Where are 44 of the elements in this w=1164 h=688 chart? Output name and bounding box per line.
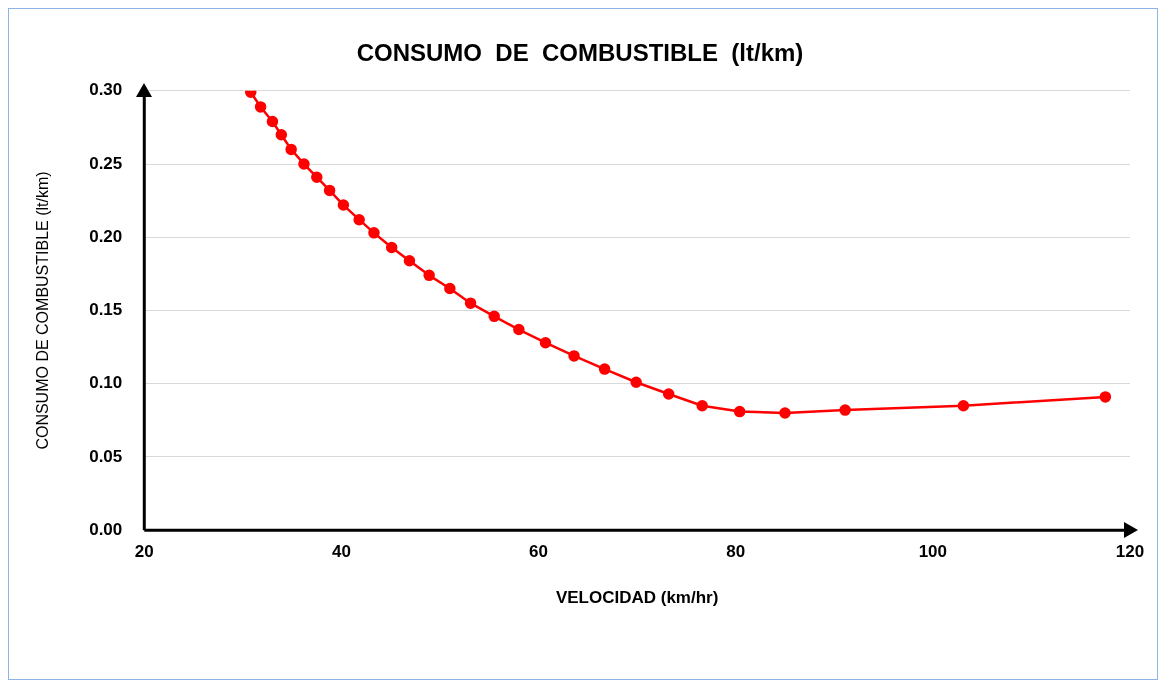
point [568,350,580,362]
x-tick-label: 20 [134,542,154,562]
point [423,269,435,282]
point [1099,391,1112,403]
point [733,405,746,418]
y-tick-label: 0.15 [89,300,123,320]
x-tick-label: 120 [1115,542,1145,562]
y-tick-label: 0.25 [89,153,123,173]
point [385,241,398,254]
y-tick-label: 0.10 [89,373,123,393]
point [275,128,288,141]
chart-title: CONSUMO DE COMBUSTIBLE (lt/km) [356,39,804,67]
point [323,184,336,197]
y-axis-title: CONSUMO DE COMBUSTIBLE (lt/km) [34,171,52,450]
point [839,404,851,416]
y-tick-label: 0.20 [89,226,123,246]
point [662,388,675,400]
y-tick-label: 0.00 [89,519,123,539]
point [254,101,267,113]
x-tick-label: 80 [726,542,746,562]
point [539,336,552,349]
point [337,199,350,211]
point [285,143,297,156]
point [353,213,365,226]
point [630,376,642,389]
y-tick-label: 0.30 [89,80,123,100]
point [368,227,380,239]
point [779,407,791,419]
point [403,254,416,267]
point [464,297,477,309]
point [266,115,279,128]
point [513,323,525,336]
point [298,158,310,170]
point [311,171,323,183]
x-axis-title: VELOCIDAD (km/hr) [555,588,719,608]
point [598,363,611,375]
y-tick-label: 0.05 [89,446,123,466]
x-tick-label: 40 [331,542,351,562]
point [957,399,970,412]
point [444,282,456,295]
point [488,310,500,323]
x-tick-label: 60 [529,542,549,562]
x-tick-label: 100 [918,542,948,562]
point [696,399,708,412]
